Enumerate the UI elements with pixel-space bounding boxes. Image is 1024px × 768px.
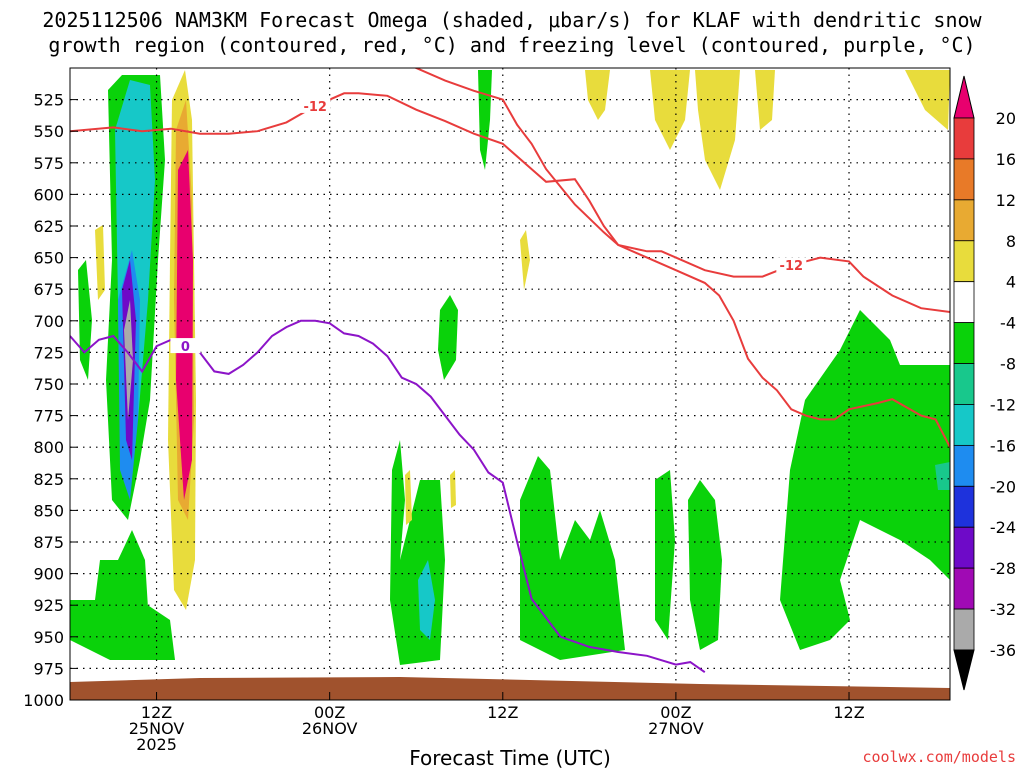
x-tick-label: 00Z: [314, 703, 345, 722]
colorbar-swatch: [953, 240, 975, 283]
colorbar-label: 4: [1006, 273, 1016, 292]
y-tick-label: 975: [33, 659, 64, 678]
x-axis-label: Forecast Time (UTC): [409, 746, 611, 768]
contour-lines: -12 -12 0: [70, 68, 950, 674]
x-tick-label: 27NOV: [648, 719, 704, 738]
y-tick-label: 575: [33, 154, 64, 173]
colorbar-label: -12: [990, 395, 1016, 414]
colorbar-swatch: [953, 158, 975, 201]
x-tick-label: 25NOV: [129, 719, 185, 738]
colorbar-label: 20: [996, 109, 1016, 128]
y-tick-label: 950: [33, 628, 64, 647]
y-tick-label: 900: [33, 565, 64, 584]
y-tick-label: 1000: [23, 691, 64, 710]
y-tick-label: 800: [33, 438, 64, 457]
y-tick-label: 825: [33, 470, 64, 489]
x-tick-label: 00Z: [660, 703, 691, 722]
contour-line: [70, 319, 706, 674]
x-tick-label: 12Z: [487, 703, 518, 722]
colorbar-swatch: [953, 281, 975, 324]
colorbar-label: -32: [990, 600, 1016, 619]
colorbar-label: -4: [1000, 314, 1016, 333]
y-tick-label: 775: [33, 407, 64, 426]
colorbar-label: -20: [990, 477, 1016, 496]
colorbar-label: -16: [990, 436, 1016, 455]
y-tick-label: 725: [33, 343, 64, 362]
colorbar-label: 8: [1006, 232, 1016, 251]
y-tick-label: 850: [33, 501, 64, 520]
plot-area: -12 -12 0: [70, 68, 950, 700]
y-tick-label: 700: [33, 312, 64, 331]
colorbar-label: -8: [1000, 355, 1016, 374]
x-tick-label: 2025: [136, 735, 177, 754]
colorbar-swatch: [953, 444, 975, 487]
colorbar-swatch: [953, 363, 975, 405]
contour-label-bg: [170, 338, 201, 354]
x-tick-label: 26NOV: [302, 719, 358, 738]
colorbar-swatch: [953, 526, 975, 569]
contour-label: -12: [780, 259, 804, 274]
y-tick-label: 875: [33, 533, 64, 552]
y-tick-label: 675: [33, 280, 64, 299]
y-axis: 525 550 575 600 625 650 675 700 725 750 775 800 825 8…: [23, 91, 78, 710]
chart-title-line2: growth region (contoured, red, °C) and f…: [48, 33, 975, 57]
contour-line: [413, 68, 950, 313]
y-tick-label: 750: [33, 375, 64, 394]
credit-text: coolwx.com/models: [862, 748, 1016, 766]
omega-shading: [70, 70, 950, 665]
colorbar-swatch: [953, 199, 975, 242]
y-tick-label: 925: [33, 596, 64, 615]
y-tick-label: 525: [33, 91, 64, 110]
colorbar-swatch: [953, 404, 975, 446]
contour-label: -12: [303, 100, 327, 115]
y-tick-label: 600: [33, 185, 64, 204]
x-tick-label: 12Z: [141, 703, 172, 722]
colorbar-swatch: [953, 485, 975, 528]
colorbar-label: -28: [990, 559, 1016, 578]
chart-title-line1: 2025112506 NAM3KM Forecast Omega (shaded…: [42, 8, 982, 32]
colorbar-swatch: [953, 322, 975, 364]
colorbar-label: -24: [990, 518, 1016, 537]
colorbar: 20 16 12 8 4 -4 -8 -12 -16 -20 -24 -28 -32 -36: [953, 75, 1016, 691]
colorbar-swatch: [953, 567, 975, 610]
colorbar-top-arrow: [953, 75, 975, 119]
gridlines: [70, 68, 950, 700]
colorbar-label: -36: [990, 641, 1016, 660]
colorbar-swatch: [953, 117, 975, 160]
y-tick-label: 650: [33, 249, 64, 268]
colorbar-label: 12: [996, 191, 1016, 210]
y-tick-label: 625: [33, 217, 64, 236]
y-tick-label: 550: [33, 122, 64, 141]
colorbar-label: 16: [996, 150, 1016, 169]
terrain-band: [70, 677, 950, 700]
colorbar-swatch: [953, 608, 975, 651]
colorbar-bottom-arrow: [953, 649, 975, 691]
contour-label-bg: [776, 257, 807, 273]
x-tick-label: 12Z: [833, 703, 864, 722]
contour-label: 0: [181, 340, 190, 355]
contour-label-bg: [300, 97, 331, 113]
contour-line: [70, 92, 950, 448]
